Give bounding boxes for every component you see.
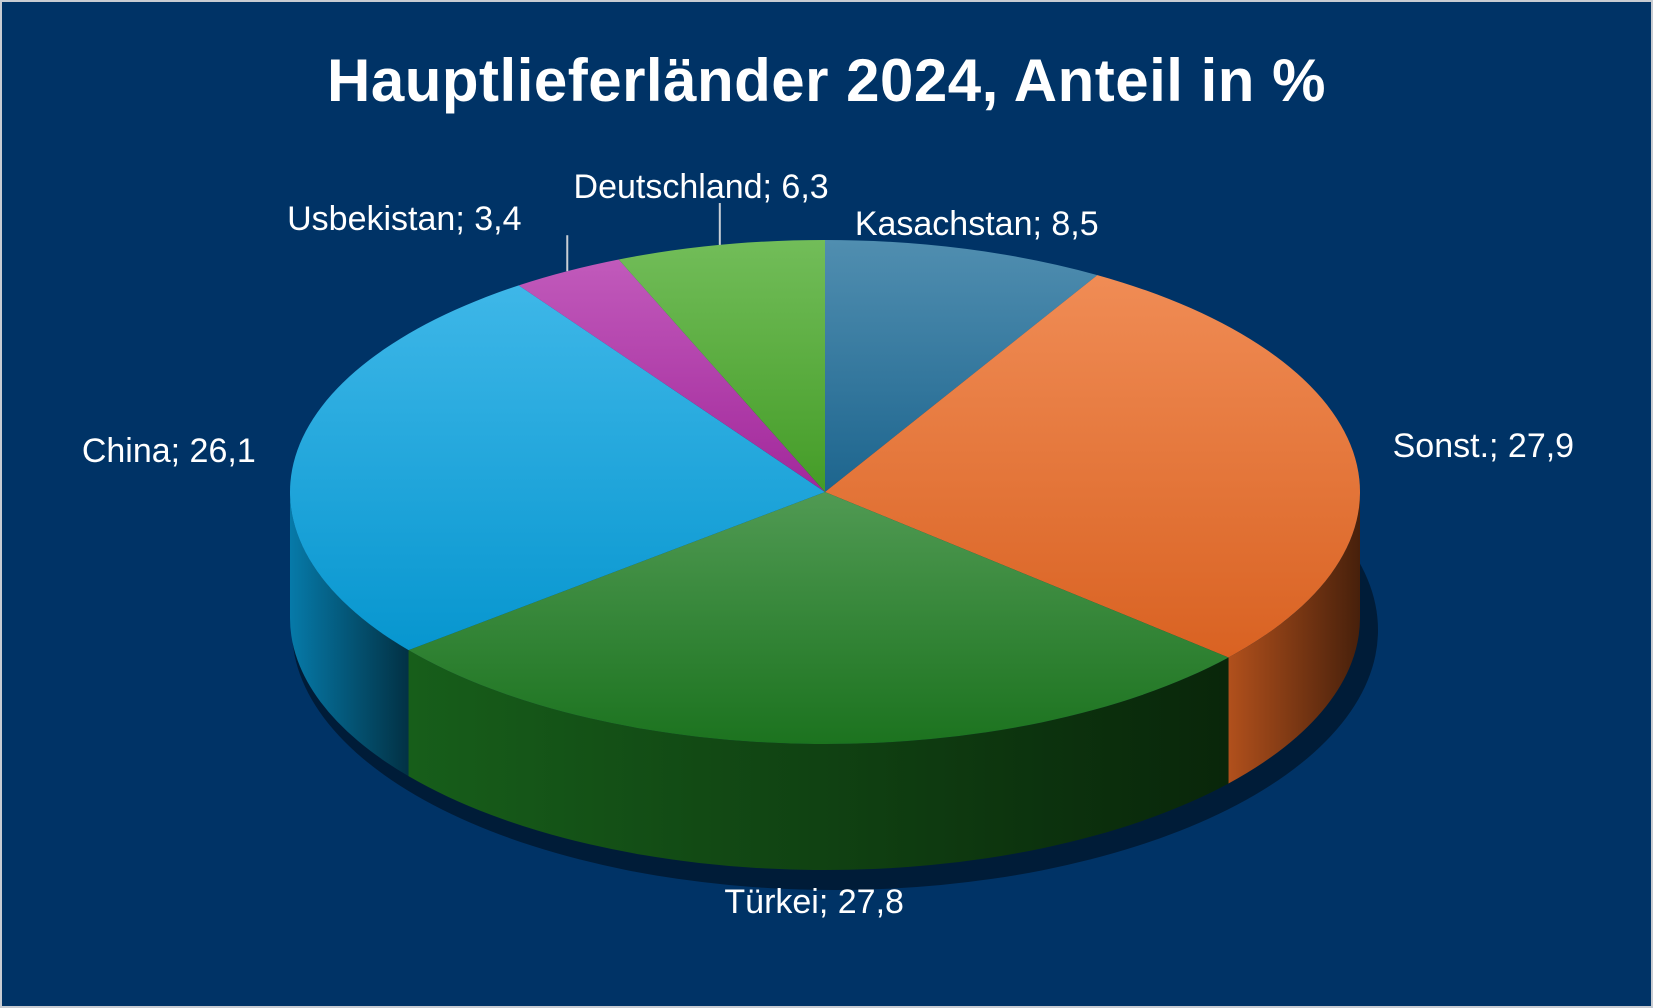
pie-top bbox=[290, 240, 1361, 744]
data-label-tuerkei: Türkei; 27,8 bbox=[724, 883, 904, 921]
chart-title: Hauptlieferländer 2024, Anteil in % bbox=[327, 47, 1326, 114]
pie-sides bbox=[290, 492, 1360, 871]
pie-slice-tuerkei bbox=[408, 492, 1229, 744]
data-label-china: China; 26,1 bbox=[82, 432, 256, 470]
pie-slice-kasachstan bbox=[825, 240, 1098, 492]
data-label-usbekistan: Usbekistan; 3,4 bbox=[287, 200, 521, 238]
pie-slice-sonst bbox=[825, 275, 1361, 658]
data-label-deutschland: Deutschland; 6,3 bbox=[574, 168, 829, 206]
pie-labels: Kasachstan; 8,5 Sonst.; 27,9 Türkei; 27,8 C… bbox=[82, 168, 1574, 921]
data-label-sonst: Sonst.; 27,9 bbox=[1393, 427, 1574, 465]
pie-slice-usbekistan bbox=[518, 259, 825, 492]
pie-side-china bbox=[290, 492, 409, 777]
data-label-kasachstan: Kasachstan; 8,5 bbox=[855, 205, 1099, 243]
pie-side-tuerkei bbox=[408, 650, 1229, 871]
pie-slice-china bbox=[290, 285, 826, 651]
pie-slice-deutschland bbox=[618, 240, 825, 492]
pie-side-sonst bbox=[1228, 492, 1360, 784]
